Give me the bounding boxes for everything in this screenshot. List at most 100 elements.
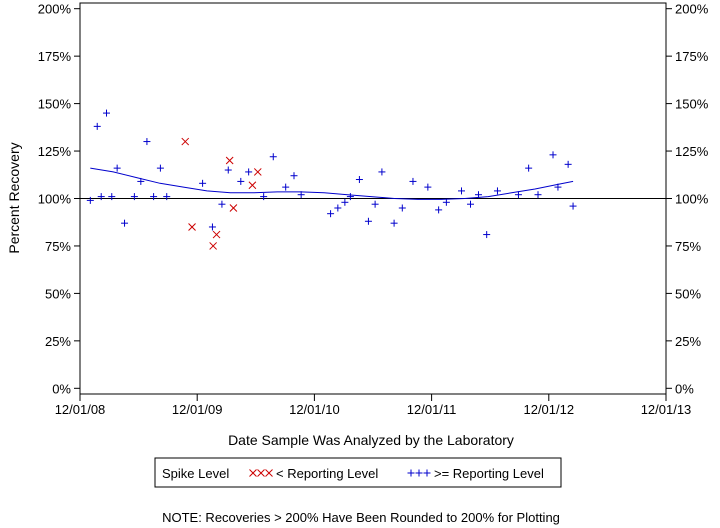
data-point-less-than (209, 242, 217, 250)
x-axis-title: Date Sample Was Analyzed by the Laborato… (228, 432, 514, 448)
data-point-greater-equal (474, 191, 482, 199)
data-point-greater-equal (534, 191, 542, 199)
data-point-greater-equal (569, 202, 577, 210)
data-point-greater-equal (341, 198, 349, 206)
data-point-less-than (188, 223, 196, 231)
legend-entry-less-than: < Reporting Level (276, 466, 378, 481)
y-tick-label-right: 0% (675, 381, 694, 396)
legend-marker-x (257, 469, 265, 477)
y-tick-label-left: 75% (45, 239, 71, 254)
data-point-greater-equal (86, 196, 94, 204)
legend-title: Spike Level (162, 466, 229, 481)
data-point-greater-equal (199, 179, 207, 187)
data-point-less-than (181, 137, 190, 146)
y-tick-label-right: 150% (675, 97, 709, 112)
data-point-greater-equal (102, 109, 110, 117)
y-tick-label-right: 75% (675, 239, 701, 254)
data-point-greater-equal (97, 193, 105, 201)
data-point-greater-equal (442, 198, 450, 206)
y-tick-label-left: 25% (45, 334, 71, 349)
data-point-less-than (212, 230, 221, 239)
data-point-greater-equal (564, 160, 572, 168)
y-axis-title: Percent Recovery (6, 142, 22, 253)
y-axis-right: 0% 25% 50% 75% 100% 125% 150% 175% 200% (666, 2, 709, 396)
data-point-greater-equal (113, 164, 121, 172)
x-tick-label: 12/01/11 (407, 402, 457, 417)
data-point-greater-equal (493, 187, 501, 195)
y-axis-left: 0% 25% 50% 75% 100% 125% 150% 175% 200% (38, 2, 80, 396)
data-point-greater-equal (218, 200, 226, 208)
data-point-greater-equal (409, 177, 417, 185)
legend-entry-greater-equal: >= Reporting Level (434, 466, 544, 481)
data-point-less-than (248, 181, 257, 190)
x-tick-label: 12/01/10 (289, 402, 340, 417)
y-tick-label-right: 100% (675, 192, 709, 207)
y-tick-label-right: 175% (675, 49, 709, 64)
data-point-greater-equal (398, 204, 406, 212)
data-point-greater-equal (108, 193, 116, 201)
data-point-greater-equal (260, 193, 268, 201)
data-point-greater-equal (282, 183, 290, 191)
data-point-greater-equal (327, 210, 335, 218)
x-tick-label: 12/01/08 (55, 402, 106, 417)
data-point-greater-equal (224, 166, 232, 174)
data-point-greater-equal (245, 168, 253, 176)
legend-symbol-less-than (249, 469, 273, 477)
data-point-greater-equal (435, 206, 443, 214)
data-point-greater-equal (514, 191, 522, 199)
data-point-greater-equal (156, 164, 164, 172)
data-point-greater-equal (483, 231, 491, 239)
data-point-greater-equal (297, 191, 305, 199)
y-tick-label-left: 50% (45, 286, 71, 301)
legend-marker-plus (423, 469, 431, 477)
data-point-greater-equal (390, 219, 398, 227)
data-point-greater-equal (150, 193, 158, 201)
data-point-greater-equal (525, 164, 533, 172)
data-point-greater-equal (163, 193, 171, 201)
legend-marker-plus (415, 469, 423, 477)
y-tick-label-right: 25% (675, 334, 701, 349)
data-point-greater-equal (237, 177, 245, 185)
legend-marker-plus (407, 469, 415, 477)
y-tick-label-left: 100% (38, 192, 72, 207)
data-point-greater-equal (371, 200, 379, 208)
legend-box (154, 457, 562, 488)
data-point-greater-equal (137, 177, 145, 185)
y-tick-label-left: 150% (38, 97, 72, 112)
y-tick-label-left: 175% (38, 49, 72, 64)
data-point-greater-equal (549, 151, 557, 159)
data-point-greater-equal (269, 153, 277, 161)
data-point-greater-equal (457, 187, 465, 195)
x-axis: 12/01/08 12/01/09 12/01/10 12/01/11 12/01/12… (55, 394, 692, 417)
data-point-greater-equal (93, 122, 101, 130)
x-tick-label: 12/01/13 (641, 402, 692, 417)
y-tick-label-left: 125% (38, 144, 72, 159)
y-tick-label-right: 200% (675, 2, 709, 17)
data-point-greater-equal (554, 183, 562, 191)
data-point-greater-equal (143, 138, 151, 146)
data-point-greater-equal (208, 223, 216, 231)
data-point-greater-equal (355, 176, 363, 184)
data-point-greater-equal (378, 168, 386, 176)
data-point-less-than (229, 204, 238, 212)
data-point-greater-equal (424, 183, 432, 191)
data-point-greater-equal (364, 217, 372, 225)
y-tick-label-left: 0% (52, 381, 71, 396)
y-tick-label-right: 125% (675, 144, 709, 159)
data-point-less-than (253, 168, 262, 176)
data-point-less-than (225, 156, 234, 165)
data-point-greater-equal (121, 219, 129, 227)
data-point-greater-equal (467, 200, 475, 208)
y-tick-label-left: 200% (38, 2, 72, 17)
legend-symbol-greater-equal (407, 469, 431, 477)
legend-marker-x (265, 469, 273, 477)
data-markers (86, 109, 577, 250)
x-tick-label: 12/01/12 (523, 402, 574, 417)
data-point-greater-equal (334, 204, 342, 212)
data-point-greater-equal (290, 172, 298, 180)
x-tick-label: 12/01/09 (172, 402, 223, 417)
y-tick-label-right: 50% (675, 286, 701, 301)
legend-marker-x (249, 469, 257, 477)
data-point-greater-equal (130, 193, 138, 201)
